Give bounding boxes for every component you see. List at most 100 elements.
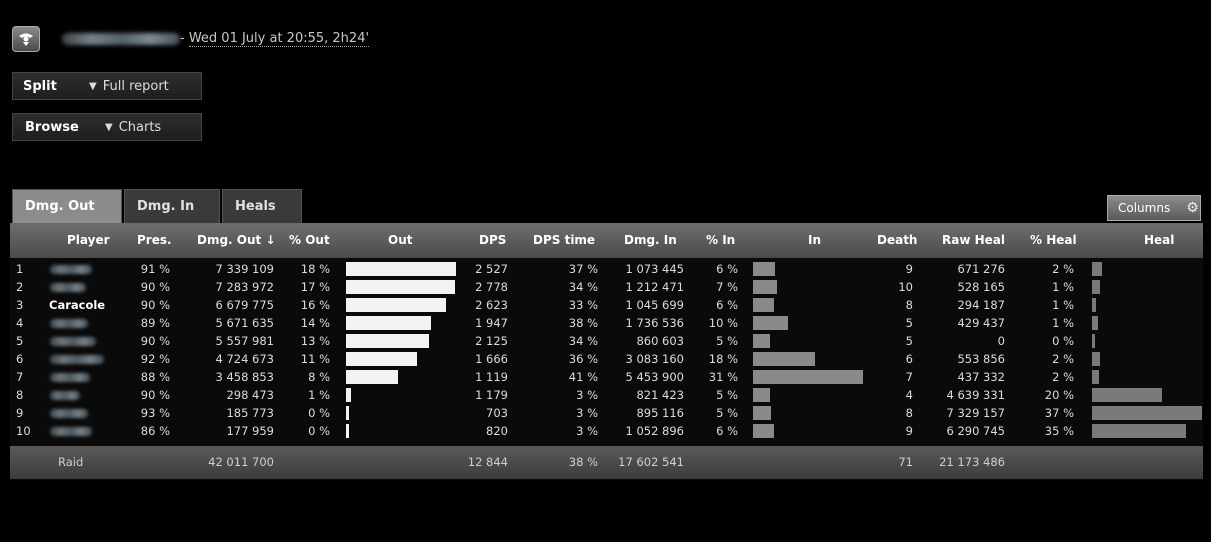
heal-bar [1092,316,1098,330]
split-label[interactable]: Split [23,78,57,94]
cell-player[interactable]: Caracole [49,298,106,312]
cell-dps: 2 623 [475,298,508,312]
cell-pct-out: 0 % [308,406,330,420]
cell-raw-heal: 553 856 [957,352,1005,366]
cell-pct-heal: 37 % [1044,406,1074,420]
cell-pct-in: 6 % [716,298,738,312]
cell-pres: 91 % [140,262,170,276]
table-row[interactable]: 5 90 % 5 557 981 13 % 2 125 34 % 860 603 5 % 5 0 0… [10,333,1203,349]
col-dps-time[interactable]: DPS time [533,233,596,247]
split-option[interactable]: Full report [102,78,169,94]
cell-pct-out: 1 % [308,388,330,402]
cell-pct-heal: 1 % [1052,298,1074,312]
table-row[interactable]: 6 92 % 4 724 673 11 % 1 666 36 % 3 083 160 18 %… [10,351,1203,367]
cell-player-blurred[interactable] [50,265,92,274]
cell-dps: 1 119 [475,370,508,384]
cell-player-blurred[interactable] [50,427,92,436]
cell-rank: 5 [16,334,24,348]
cell-raw-heal: 429 437 [957,316,1005,330]
cell-rank: 10 [16,424,31,438]
cell-pres: 89 % [140,316,170,330]
table-row[interactable]: 9 93 % 185 773 0 % 703 3 % 895 116 5 % 8 7 329 15… [10,405,1203,421]
heal-bar [1092,406,1202,420]
cell-death: 10 [898,280,913,294]
cell-pct-out: 0 % [308,424,330,438]
cell-death: 6 [905,352,913,366]
cell-rank: 4 [16,316,24,330]
cell-dps: 2 125 [475,334,508,348]
cell-pres: 90 % [140,280,170,294]
dropdown-triangle-icon: ▼ [105,121,113,133]
out-bar [346,370,398,384]
cell-player-blurred[interactable] [50,355,104,364]
cell-pct-heal: 0 % [1052,334,1074,348]
table-row[interactable]: 3 90 % 6 679 775 16 % 2 623 33 % 1 045 699 6 % 8… [10,297,1203,313]
tab-dmg-in[interactable]: Dmg. In [124,189,220,223]
cell-dps: 1 947 [475,316,508,330]
footer-dps-time: 38 % [568,455,598,469]
cell-player-blurred[interactable] [50,409,88,418]
tab-heals[interactable]: Heals [222,189,302,223]
cell-player-blurred[interactable] [50,319,88,328]
col-pct-out[interactable]: % Out [289,233,330,247]
cell-rank: 9 [16,406,24,420]
cell-player-blurred[interactable] [50,283,86,292]
cell-rank: 3 [16,298,24,312]
cell-dps-time: 3 % [576,424,598,438]
cell-dmg-out: 6 679 775 [215,298,274,312]
columns-button[interactable]: Columns ⚙ [1107,195,1201,221]
columns-label: Columns [1118,201,1171,215]
col-dmg-out[interactable]: Dmg. Out ↓ [197,233,276,247]
table-row[interactable]: 8 90 % 298 473 1 % 1 179 3 % 821 423 5 % 4 4 639 … [10,387,1203,403]
cell-pres: 92 % [140,352,170,366]
cell-dps: 1 666 [475,352,508,366]
cell-player-blurred[interactable] [50,373,90,382]
gear-icon: ⚙ [1186,200,1199,216]
col-player[interactable]: Player [67,233,110,247]
col-heal[interactable]: Heal [1144,233,1175,247]
cell-pct-out: 8 % [308,370,330,384]
col-dps[interactable]: DPS [479,233,507,247]
browse-label[interactable]: Browse [25,119,79,135]
cell-pct-in: 31 % [708,370,738,384]
cell-dps-time: 3 % [576,388,598,402]
cell-dmg-out: 177 959 [226,424,274,438]
col-pres[interactable]: Pres. [137,233,172,247]
table-row[interactable]: 2 90 % 7 283 972 17 % 2 778 34 % 1 212 471 7 % 1… [10,279,1203,295]
col-death[interactable]: Death [877,233,918,247]
cell-pct-in: 10 % [708,316,738,330]
table-row[interactable]: 1 91 % 7 339 109 18 % 2 527 37 % 1 073 445 6 % 9… [10,261,1203,277]
cell-pct-in: 18 % [708,352,738,366]
col-pct-in[interactable]: % In [706,233,736,247]
split-button[interactable]: Split ▼ Full report [12,72,202,100]
app-logo-icon[interactable] [12,26,40,52]
cell-dmg-in: 1 045 699 [625,298,684,312]
cell-player-blurred[interactable] [50,337,96,346]
cell-pres: 86 % [140,424,170,438]
col-pct-heal[interactable]: % Heal [1030,233,1077,247]
cell-dps: 820 [486,424,508,438]
cell-player-blurred[interactable] [50,391,80,400]
col-raw-heal[interactable]: Raw Heal [942,233,1005,247]
cell-death: 9 [905,262,913,276]
col-in[interactable]: In [808,233,822,247]
in-bar [753,406,771,420]
cell-rank: 2 [16,280,24,294]
cell-raw-heal: 437 332 [957,370,1005,384]
cell-pct-out: 16 % [300,298,330,312]
cell-dmg-out: 185 773 [226,406,274,420]
out-bar [346,280,455,294]
table-row[interactable]: 7 88 % 3 458 853 8 % 1 119 41 % 5 453 900 31 % 7… [10,369,1203,385]
cell-dmg-out: 5 557 981 [215,334,274,348]
table-row[interactable]: 4 89 % 5 671 635 14 % 1 947 38 % 1 736 536 10 %… [10,315,1203,331]
report-date: - Wed 01 July at 20:55, 2h24' [180,31,370,47]
tab-dmg-out[interactable]: Dmg. Out [12,189,122,223]
browse-button[interactable]: Browse ▼ Charts [12,113,202,141]
cell-dmg-in: 5 453 900 [625,370,684,384]
cell-dmg-out: 3 458 853 [215,370,274,384]
col-dmg-in[interactable]: Dmg. In [624,233,677,247]
col-out[interactable]: Out [388,233,413,247]
table-row[interactable]: 10 86 % 177 959 0 % 820 3 % 1 052 896 6 % 9 6 290… [10,423,1203,439]
in-bar [753,388,770,402]
browse-option[interactable]: Charts [118,119,162,135]
